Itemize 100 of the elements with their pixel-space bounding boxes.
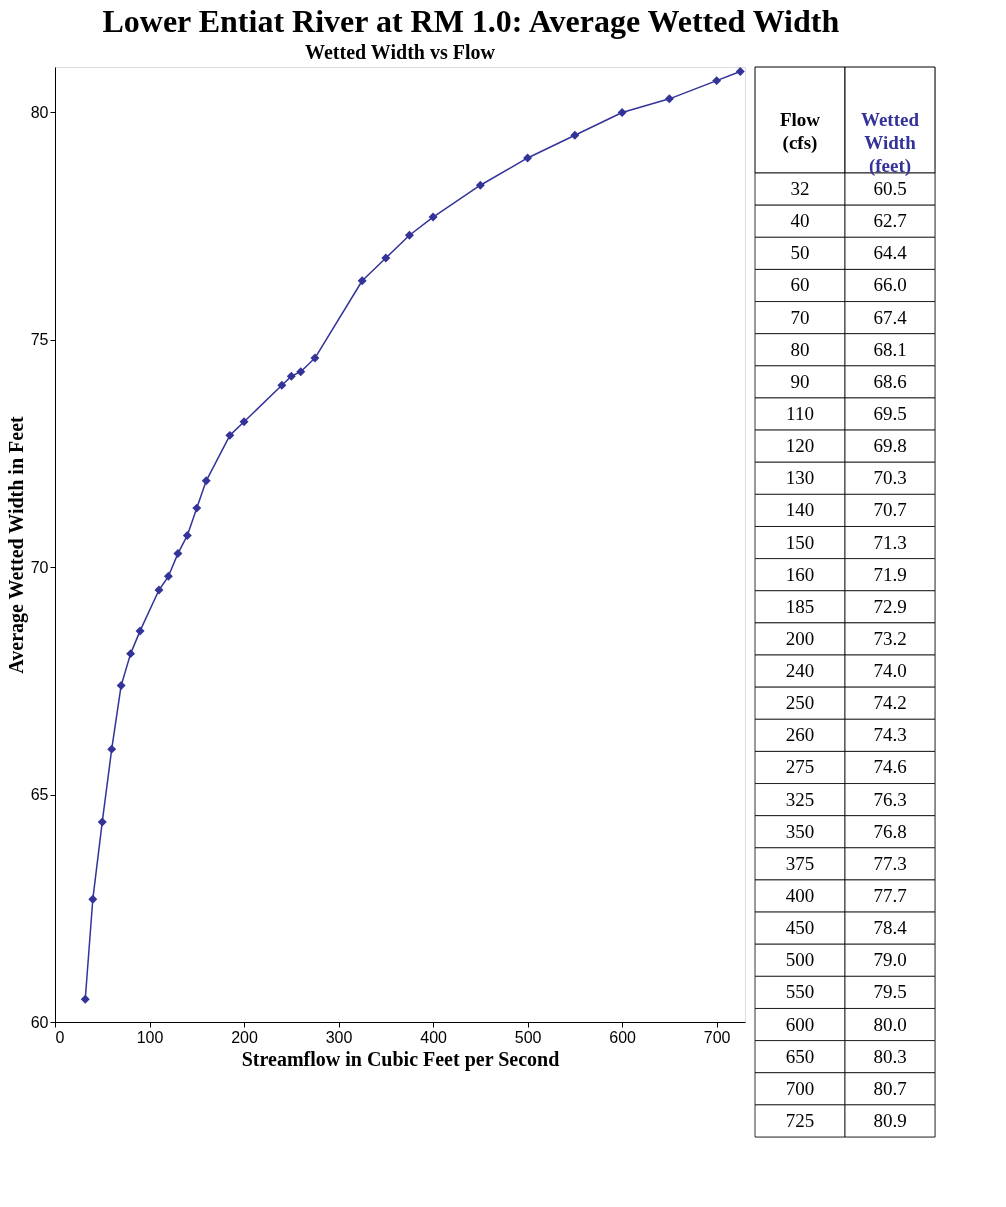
text: 68.1 [873,338,907,360]
text: 325 [785,788,815,810]
text: 74.6 [873,756,907,778]
text: 250 [785,692,815,714]
point [286,371,296,381]
point [310,353,320,363]
text: 80.9 [873,1109,907,1131]
point [570,130,580,140]
point [735,67,745,77]
text: 79.5 [873,981,907,1003]
y-tick-label: 70 [30,558,49,576]
text: 40 [790,210,810,232]
point [163,571,173,581]
text: 74.3 [873,724,907,746]
point [173,549,183,559]
text: 70.3 [873,467,907,489]
text: 72.9 [873,595,907,617]
point [201,476,211,486]
text: 50 [790,242,810,264]
text: 80.0 [873,1013,907,1035]
point [225,430,235,440]
point [192,503,202,513]
text: 260 [785,724,815,746]
point [428,212,438,222]
point [523,153,533,163]
text: 500 [785,949,815,971]
text: 725 [785,1109,815,1131]
text: 79.0 [873,949,907,971]
point [97,817,107,827]
text: 62.7 [873,210,907,232]
text: 90 [790,370,810,392]
text: 77.7 [873,885,907,907]
point [80,994,90,1004]
text: 77.3 [873,852,907,874]
x-axis-title: Streamflow in Cubic Feet per Second [241,1047,560,1071]
text: Wetted Width (feet) [860,109,920,178]
y-tick-label: 60 [30,1013,49,1031]
text: 130 [785,467,815,489]
text: 71.3 [873,531,907,553]
text: 110 [786,403,814,425]
point [404,230,414,240]
y-tick-label: 80 [30,103,49,121]
point [107,744,117,754]
text: 120 [785,435,815,457]
point [296,367,306,377]
y-tick-label: 75 [30,331,49,349]
point [239,417,249,427]
point [182,530,192,540]
text: 80.3 [873,1045,907,1067]
text: 160 [785,563,815,585]
text: 140 [785,499,815,521]
x-tick-label: 500 [514,1028,542,1046]
x-tick-label: 200 [231,1028,258,1046]
text: 650 [785,1045,815,1067]
point [135,626,145,636]
text: 150 [785,531,815,553]
point [617,108,627,117]
text: Flow (cfs) [779,109,821,155]
x-tick-label: 0 [55,1028,65,1046]
text: 185 [785,595,815,617]
point [116,681,126,690]
text: 69.8 [873,435,907,457]
text: 700 [785,1077,815,1099]
text: 64.4 [873,242,908,264]
text: 80 [790,338,810,360]
point [712,76,722,86]
point [126,649,136,659]
text: 68.6 [873,370,907,392]
text: 60 [790,274,810,296]
text: 73.2 [873,627,907,649]
text: 76.3 [873,788,907,810]
text: 66.0 [873,274,907,296]
text: 350 [785,820,815,842]
chart-subtitle: Wetted Width vs Flow [305,41,496,63]
text: 71.9 [873,563,907,585]
text: 32 [790,178,810,200]
point [664,94,674,104]
chart-title: Lower Entiat River at RM 1.0: Average Wetted Width [102,2,840,39]
x-tick-label: 100 [136,1028,164,1046]
text: 450 [785,917,815,939]
point [381,253,391,263]
text: 67.4 [873,306,908,328]
point [475,180,485,190]
text: 69.5 [873,403,907,425]
point [88,894,98,904]
point [277,380,287,390]
text: 76.8 [873,820,907,842]
text: 275 [785,756,815,778]
x-tick-label: 300 [325,1028,353,1046]
text: 74.2 [873,692,907,714]
y-axis-title: Average Wetted Width in Feet [4,415,28,674]
text: 240 [785,660,815,682]
point [154,585,164,595]
point [357,276,367,286]
text: 375 [785,852,815,874]
text: 400 [785,885,815,907]
x-tick-label: 700 [703,1028,731,1046]
text: 60.5 [873,178,907,200]
text: 70 [790,306,810,328]
text: 70.7 [873,499,907,521]
